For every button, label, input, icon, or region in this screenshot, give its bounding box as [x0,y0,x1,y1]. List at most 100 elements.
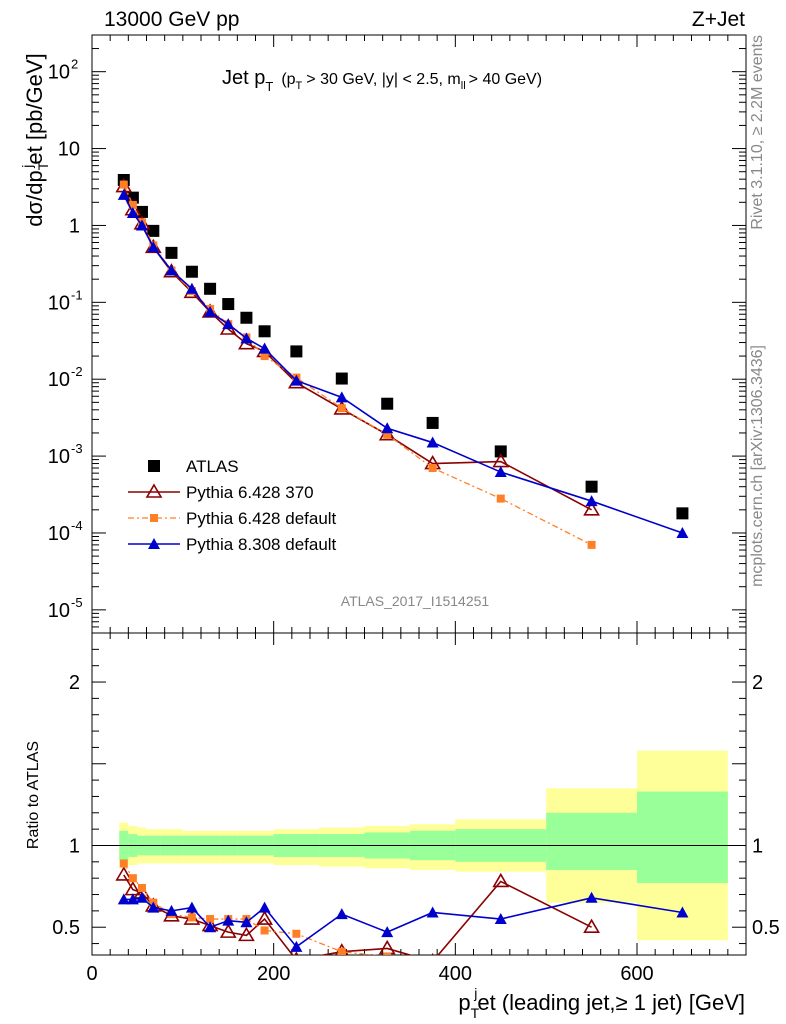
legend-label: Pythia 8.308 default [186,535,337,554]
ratio-series [115,859,689,972]
data-point-ratio [240,916,253,928]
data-point-ratio [381,926,394,938]
data-point-ratio [222,914,235,926]
series-line-ratio [123,874,592,955]
legend-label: ATLAS [186,457,239,476]
legend: ATLAS Pythia 6.428 370 Pythia 6.428 defaul… [128,457,337,554]
legend-marker [145,483,163,498]
y-tick-label-main: 10 [48,523,70,545]
data-point-main [128,200,137,209]
y-tick-label-main: 10 [48,62,70,84]
data-point-main [135,219,148,231]
header-left: 13000 GeV pp [104,8,239,31]
data-point-main [381,397,394,410]
data-point-main [117,188,130,200]
data-point-ratio [290,940,303,952]
data-point-ratio [128,874,137,883]
legend-marker [148,538,160,549]
data-point-ratio [137,883,146,892]
data-point-main [676,526,689,538]
y-tick-label-exp: -2 [71,364,83,379]
y-tick-label-ratio-right: 0.5 [752,917,780,939]
data-point-main [494,445,507,458]
data-point-main [165,246,178,259]
ratio-band-green [637,791,728,884]
data-point-main [383,430,392,439]
data-point-main [165,264,178,276]
series-line-ratio [123,863,379,955]
x-tick-label: 600 [620,963,653,985]
rivet-label: Rivet 3.1.10, ≥ 2.2M events [749,35,766,230]
data-point-main [222,318,235,330]
y-axis-label-ratio: Ratio to ATLAS [25,741,42,849]
y-tick-label-ratio: 0.5 [52,917,80,939]
data-point-ratio [256,910,273,925]
data-point-main [204,282,217,295]
data-point-ratio [492,872,510,888]
data-point-main [240,311,253,324]
data-point-ratio [383,952,392,955]
data-point-ratio [426,906,439,918]
legend-label: Pythia 6.428 default [186,509,337,528]
data-point-ratio [260,926,269,935]
data-point-main [240,332,253,344]
data-point-main [587,540,596,549]
data-point-ratio [583,918,600,934]
y-tick-label-ratio-right: 2 [752,672,763,694]
data-point-main [290,374,303,386]
data-point-ratio [119,859,128,868]
legend-marker [150,514,158,522]
y-tick-label-ratio: 2 [69,672,80,694]
data-point-ratio [165,904,178,916]
data-point-main [585,480,598,493]
data-point-ratio [126,893,139,905]
main-series [115,174,689,549]
analysis-id: ATLAS_2017_I1514251 [341,593,490,609]
data-point-main [204,305,217,317]
data-point-ratio [429,962,437,970]
data-point-ratio [185,901,198,913]
data-point-main [335,372,348,385]
data-point-main [126,207,139,219]
data-point-ratio [431,952,434,955]
data-point-main [290,345,303,358]
data-point-ratio [292,929,301,938]
data-point-main [119,180,128,189]
y-tick-label-main: 10 [48,292,70,314]
data-point-main [335,391,348,403]
data-point-main [185,265,198,278]
data-point-ratio [117,893,130,905]
y-tick-label-main: 1 [69,215,80,237]
data-point-main [258,342,271,354]
data-point-main [494,466,507,478]
data-point-ratio [135,891,148,903]
y-tick-label-main: 10 [58,139,80,161]
y-tick-label-ratio: 1 [69,835,80,857]
data-point-ratio [585,891,598,903]
data-point-ratio [204,921,217,933]
header-right: Z+Jet [692,8,745,31]
x-tick-label: 200 [257,963,290,985]
plot-title: Jet pT (pT > 30 GeV, |y| < 2.5, mll > 40 Ge… [222,67,542,94]
y-tick-label-exp: 2 [71,57,78,72]
y-tick-label-ratio-right: 1 [752,835,763,857]
data-point-ratio [219,923,237,938]
data-point-main [222,298,235,311]
legend-label: Pythia 6.428 370 [186,483,314,502]
data-point-ratio [676,906,689,918]
data-point-main [585,495,598,507]
ratio-band-green [546,812,637,871]
y-tick-label-exp: -5 [71,595,83,610]
mcplots-label: mcplots.cern.ch [arXiv:1306.3436] [749,345,766,587]
data-point-main [260,352,269,361]
y-tick-label-main: 10 [48,369,70,391]
data-point-main [426,436,439,448]
data-point-ratio [147,901,160,913]
y-tick-label-main: 10 [48,446,70,468]
data-point-main [185,282,198,294]
data-point-main [428,464,437,473]
data-point-ratio [494,913,507,925]
data-point-ratio [497,964,505,972]
